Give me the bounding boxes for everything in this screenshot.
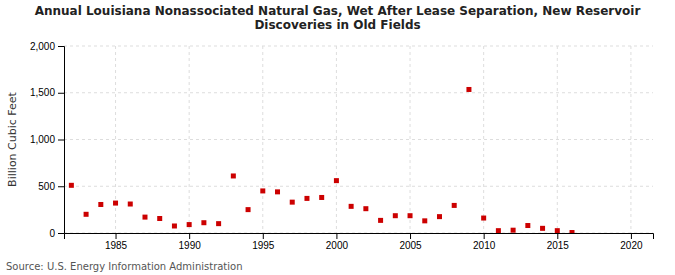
points: [69, 87, 575, 233]
tick-mark: [58, 233, 64, 234]
point: [216, 221, 221, 226]
tick: 1,000: [30, 134, 64, 145]
tick: 2010: [473, 233, 496, 251]
grid-line: [64, 139, 653, 140]
chart: Annual Louisiana Nonassociated Natural G…: [0, 0, 675, 275]
point: [69, 183, 74, 188]
tick-mark: [58, 46, 64, 47]
tick-label: 2000: [326, 240, 349, 251]
grid-line: [189, 46, 190, 233]
tick-label: 2015: [547, 240, 570, 251]
point: [113, 201, 118, 206]
point: [452, 203, 457, 208]
point: [422, 218, 427, 223]
point: [496, 228, 501, 233]
tick-label: 1990: [179, 240, 202, 251]
point: [334, 178, 339, 183]
tick-label: 1,500: [30, 87, 55, 98]
tick-label: 500: [38, 181, 55, 192]
point: [157, 216, 162, 221]
title-line: Discoveries in Old Fields: [254, 18, 420, 32]
tick-mark: [263, 233, 264, 239]
grid-line: [262, 46, 263, 233]
grid-line: [483, 46, 484, 233]
point: [363, 206, 368, 211]
point: [172, 223, 177, 228]
grid-line: [557, 46, 558, 233]
tick-mark: [484, 233, 485, 239]
point: [201, 220, 206, 225]
grid-line: [410, 46, 411, 233]
tick-mark: [410, 233, 411, 239]
tick-label: 2005: [399, 240, 422, 251]
grid-line: [64, 186, 653, 187]
grid-line: [630, 46, 631, 233]
tick: 1990: [179, 233, 202, 251]
tick-mark: [58, 140, 64, 141]
y-axis: 0 500 1,000 1,500 2,000: [30, 41, 65, 239]
plot: 1985 1990 1995 2000 2005 2010 2015 2020 0 500 1,00…: [30, 41, 654, 251]
tick-mark: [58, 93, 64, 94]
tick-mark: [116, 233, 117, 239]
tick-mark: [557, 233, 558, 239]
tick-label: 0: [49, 228, 55, 239]
point: [466, 87, 471, 92]
tick: 2015: [547, 233, 570, 251]
tick-label: 2,000: [30, 41, 55, 52]
point: [290, 200, 295, 205]
point: [98, 202, 103, 207]
tick-label: 2010: [473, 240, 496, 251]
y-axis-title: Billion Cubic Feet: [6, 91, 19, 186]
point: [187, 222, 192, 227]
point: [304, 196, 309, 201]
tick: 2005: [399, 233, 422, 251]
point: [378, 218, 383, 223]
point: [437, 214, 442, 219]
tick: 1,500: [30, 87, 64, 98]
grid: [64, 46, 653, 233]
point: [393, 213, 398, 218]
tick-mark: [189, 233, 190, 239]
point: [511, 228, 516, 233]
tick: 500: [38, 181, 64, 192]
tick-label: 1985: [105, 240, 128, 251]
point: [349, 204, 354, 209]
title-line: Annual Louisiana Nonassociated Natural G…: [35, 4, 641, 18]
tick-mark: [336, 233, 337, 239]
grid-line: [64, 46, 653, 47]
tick: 2020: [620, 233, 643, 251]
tick: 0: [49, 228, 64, 239]
grid-line: [336, 46, 337, 233]
point: [540, 226, 545, 231]
tick-label: 1,000: [30, 134, 55, 145]
axis-line: [58, 47, 65, 234]
tick-mark: [631, 233, 632, 239]
point: [275, 189, 280, 194]
point: [84, 212, 89, 217]
point: [246, 207, 251, 212]
point: [481, 216, 486, 221]
tick: 1995: [252, 233, 275, 251]
tick: 2,000: [30, 41, 64, 52]
point: [555, 228, 560, 233]
tick: 2000: [326, 233, 349, 251]
point: [231, 173, 236, 178]
tick-mark: [58, 186, 64, 187]
source: Source: U.S. Energy Information Administ…: [6, 261, 243, 272]
point: [570, 230, 575, 233]
point: [128, 202, 133, 207]
grid-line: [64, 92, 653, 93]
tick-label: 2020: [620, 240, 643, 251]
point: [319, 195, 324, 200]
point: [408, 213, 413, 218]
tick: 1985: [105, 233, 128, 251]
title: Annual Louisiana Nonassociated Natural G…: [35, 4, 641, 32]
point: [525, 223, 530, 228]
axis-line: [65, 234, 654, 240]
x-axis: 1985 1990 1995 2000 2005 2010 2015 2020: [65, 233, 654, 251]
point: [142, 215, 147, 220]
tick-label: 1995: [252, 240, 275, 251]
point: [260, 188, 265, 193]
